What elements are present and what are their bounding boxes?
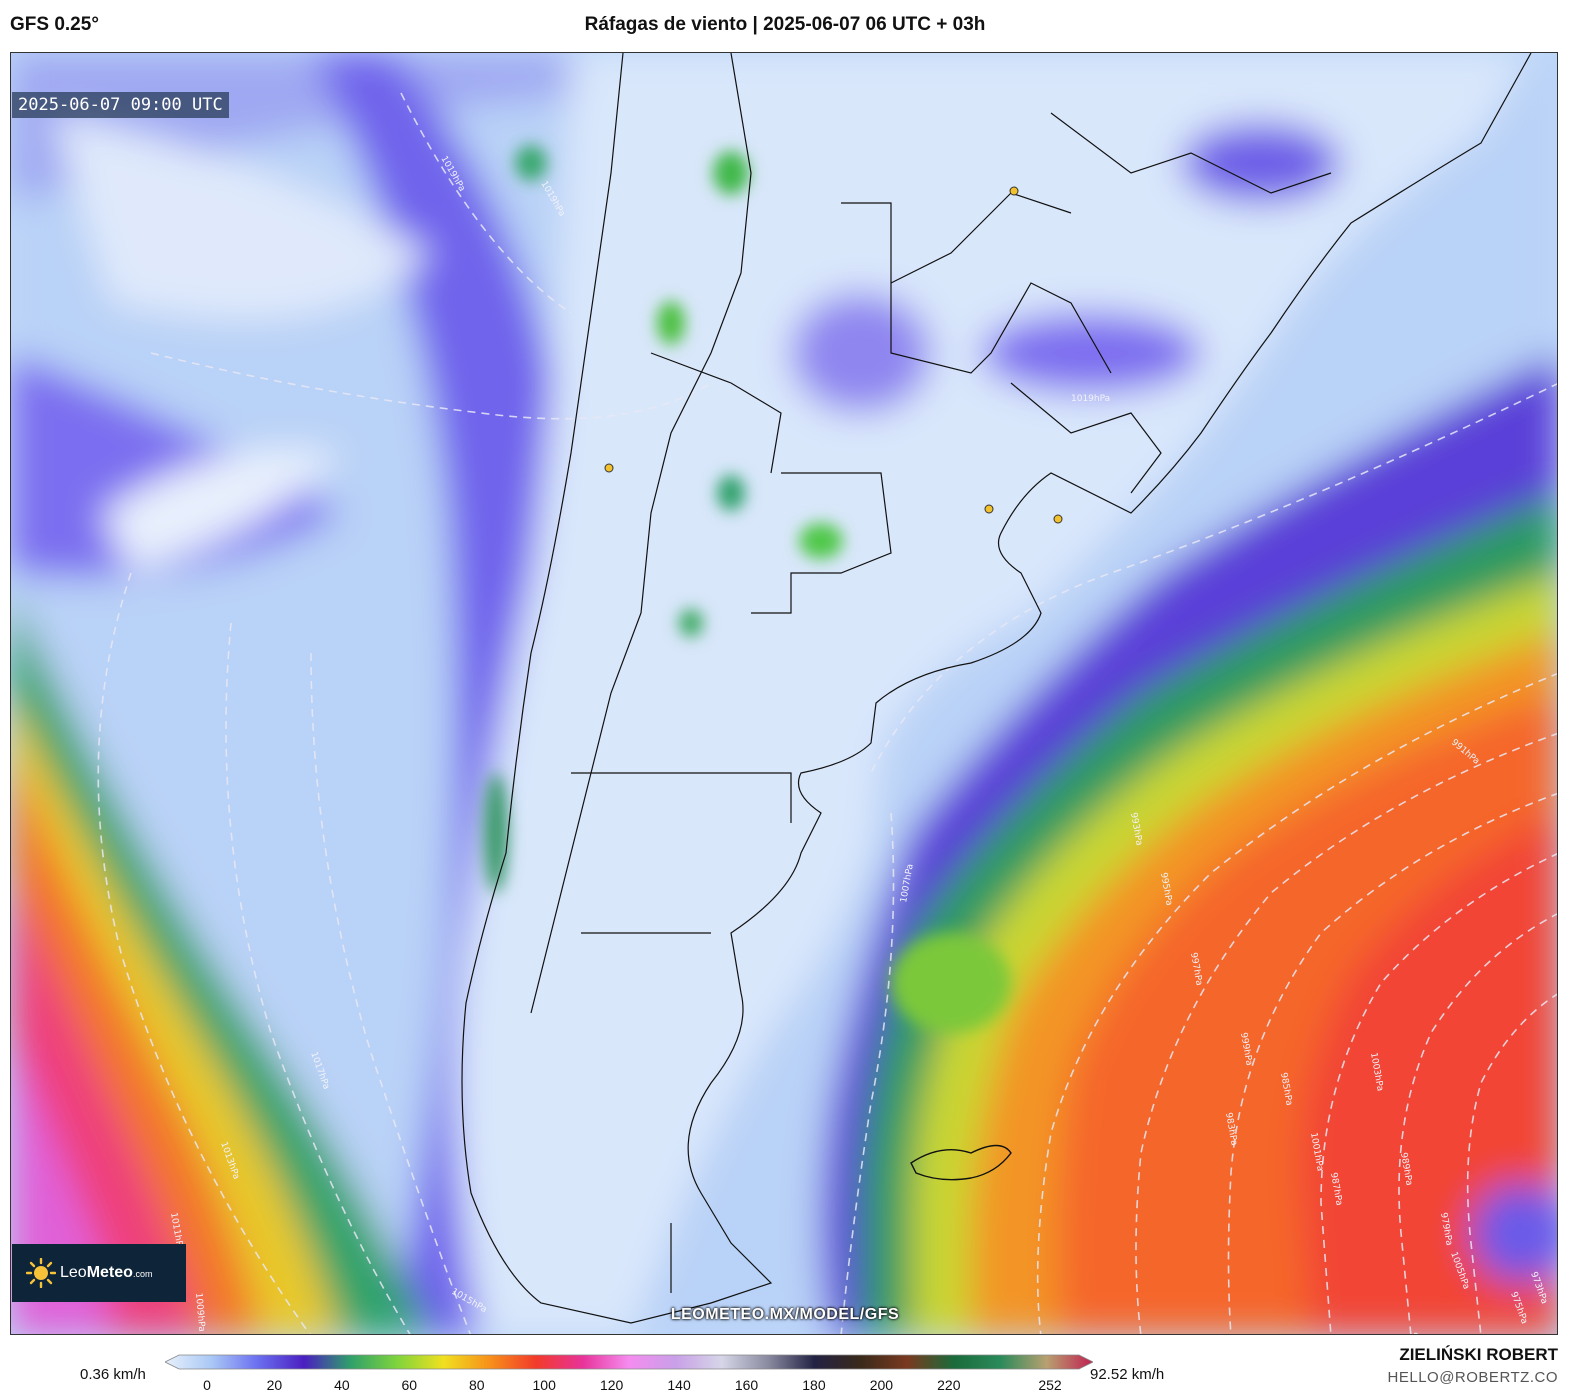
scale-min-label: 0.36 km/h	[80, 1366, 146, 1383]
isobar-label: 979hPa	[1438, 1212, 1454, 1247]
colorbar-tick: 120	[599, 1377, 624, 1393]
colorbar-tick: 220	[937, 1377, 961, 1393]
isobar-label: 999hPa	[1238, 1032, 1254, 1067]
isobar-label: 991hPa	[1449, 738, 1481, 767]
model-name: GFS 0.25°	[10, 14, 99, 35]
falkland-islands	[910, 1144, 1012, 1181]
colorbar-tick: 60	[401, 1377, 418, 1393]
wind-field	[11, 53, 1557, 1334]
colorbar-tick: 100	[532, 1377, 556, 1393]
colorbar-ticks: 0 20 40 60 80 100 120 140 160 180 200 220 252	[0, 1377, 1570, 1395]
isobar-label: 987hPa	[1328, 1172, 1344, 1207]
wind-gust-map[interactable]: 1019hPa 1019hPa 1019hPa 1017hPa 1015hPa 1013h…	[10, 52, 1558, 1335]
isobar-label: 1019hPa	[1071, 394, 1110, 404]
isobar-label: 1009hPa	[193, 1292, 206, 1332]
isobar-label: 1017hPa	[308, 1051, 331, 1091]
isobar-label: 1019hPa	[538, 180, 566, 219]
colorbar-tick: 40	[334, 1377, 350, 1393]
isobar-label: 995hPa	[1158, 872, 1174, 907]
isobar-label: 1007hPa	[899, 863, 916, 903]
isobar-label: 1001hPa	[1308, 1132, 1325, 1172]
colorbar-tick: 252	[1038, 1377, 1062, 1393]
colorbar-tick: 200	[869, 1377, 894, 1393]
scale-max-label: 92.52 km/h	[1090, 1366, 1165, 1383]
isobar-label: 973hPa	[1528, 1271, 1549, 1306]
isobar-label: 989hPa	[1398, 1152, 1414, 1187]
isobar-label: 993hPa	[1128, 812, 1144, 847]
convective-cells	[484, 145, 1011, 1033]
isobar-label: 1019hPa	[438, 155, 466, 194]
map-canvas	[11, 53, 1557, 1334]
isobars	[97, 92, 1557, 1334]
isobar-label: 1005hPa	[1448, 1251, 1471, 1291]
source-url-watermark[interactable]: LEOMETEO.MX/MODEL/GFS	[670, 1306, 900, 1323]
colorbar-tick: 80	[468, 1377, 485, 1393]
map-title: Ráfagas de viento | 2025-06-07 06 UTC + …	[584, 14, 986, 35]
sun-icon	[26, 1258, 56, 1288]
isobar-label: 1013hPa	[218, 1141, 241, 1181]
colorbar	[165, 1354, 1093, 1370]
colorbar-tick: 160	[734, 1377, 759, 1393]
isobar-label: 1003hPa	[1368, 1052, 1385, 1092]
colorbar-tick: 180	[802, 1377, 826, 1393]
isobar-labels: 1019hPa1019hPa1019hPa1017hPa1015hPa1013h…	[168, 155, 1549, 1335]
valid-time-badge: 2025-06-07 09:00 UTC	[12, 92, 229, 118]
leometeo-logo[interactable]: LeoMeteo.com	[12, 1244, 186, 1302]
isobar-label: 983hPa	[1223, 1112, 1239, 1147]
coastlines-borders	[461, 53, 1532, 1324]
colorbar-tick: 0	[203, 1377, 211, 1393]
isobar-label: 997hPa	[1188, 952, 1204, 987]
city-markers	[604, 186, 1063, 524]
author-email[interactable]: HELLO@ROBERTZ.CO	[1387, 1369, 1558, 1386]
colorbar-tick: 20	[266, 1377, 283, 1393]
isobar-label: 985hPa	[1278, 1072, 1294, 1107]
isobar-label: 981hPa	[1408, 1332, 1424, 1335]
logo-wordmark: LeoMeteo.com	[60, 1264, 153, 1281]
author-name: ZIELIŃSKI ROBERT	[1399, 1345, 1558, 1364]
colorbar-tick: 140	[667, 1377, 691, 1393]
